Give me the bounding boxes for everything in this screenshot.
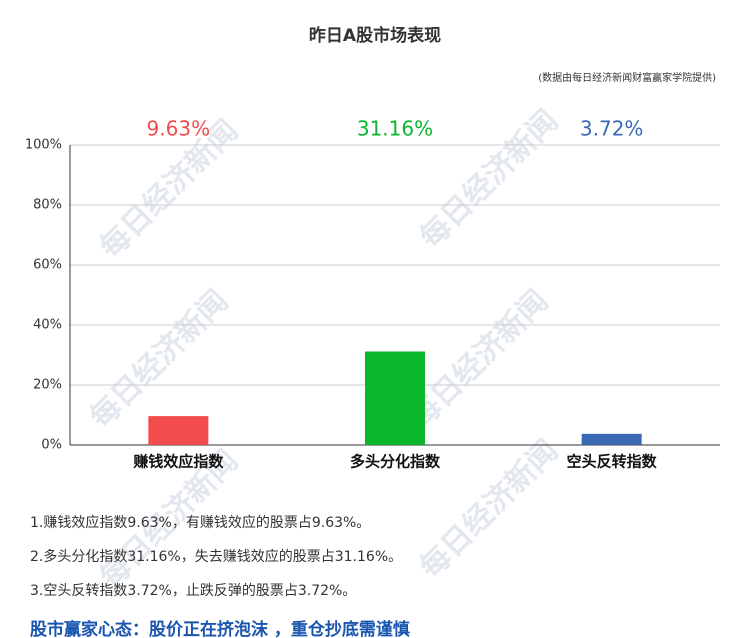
note: 2.多头分化指数31.16%，失去赚钱效应的股票占31.16%。 (30, 549, 403, 565)
note: 3.空头反转指数3.72%，止跌反弹的股票占3.72%。 (30, 583, 357, 599)
value-label: 9.63% (147, 117, 211, 141)
chart-title: 昨日A股市场表现 (309, 25, 441, 46)
bar (581, 433, 642, 445)
headline: 股市赢家心态：股价正在挤泡沫 ，重仓抄底需谨慎 (30, 620, 410, 638)
chart-subtitle: (数据由每日经济新闻财富赢家学院提供) (538, 71, 716, 84)
value-label: 3.72% (580, 117, 644, 141)
bar (365, 351, 425, 445)
y-tick-label: 20% (33, 378, 62, 393)
x-tick-label: 空头反转指数 (567, 453, 658, 471)
value-label: 31.16% (357, 117, 433, 141)
note: 1.赚钱效应指数9.63%，有赚钱效应的股票占9.63%。 (30, 515, 371, 531)
bar (148, 416, 209, 445)
watermark: 每日经济新闻 (83, 283, 235, 435)
y-tick-label: 80% (33, 198, 62, 213)
watermark: 每日经济新闻 (413, 103, 565, 255)
x-tick-label: 多头分化指数 (350, 453, 441, 471)
y-tick-label: 100% (25, 138, 62, 153)
y-tick-label: 60% (33, 258, 62, 273)
y-tick-label: 40% (33, 318, 62, 333)
y-tick-label: 0% (41, 438, 62, 453)
watermark: 每日经济新闻 (403, 283, 555, 435)
x-tick-label: 赚钱效应指数 (132, 453, 224, 471)
